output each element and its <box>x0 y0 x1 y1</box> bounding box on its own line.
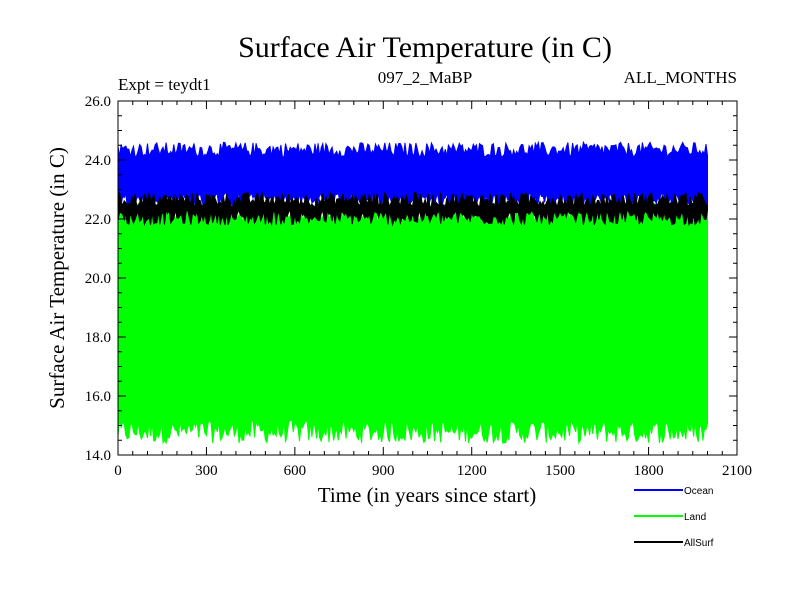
plot-series <box>117 140 708 445</box>
legend-item-ocean: Ocean <box>634 486 713 497</box>
y-tick-label: 26.0 <box>85 94 111 110</box>
x-axis-label: Time (in years since start) <box>318 483 537 507</box>
legend-item-land: Land <box>634 512 706 523</box>
y-tick-label: 18.0 <box>85 330 111 346</box>
x-tick-label: 1800 <box>634 463 664 479</box>
legend-label: Land <box>684 512 706 523</box>
x-tick-label: 300 <box>195 463 218 479</box>
x-tick-label: 900 <box>372 463 395 479</box>
legend: Ocean Land AllSurf <box>634 486 714 549</box>
legend-label: Ocean <box>684 486 713 497</box>
series-allsurf <box>117 190 708 227</box>
x-tick-labels: 0 300 600 900 1200 1500 1800 2100 <box>114 463 752 479</box>
legend-item-allsurf: AllSurf <box>634 538 714 549</box>
x-tick-label: 600 <box>284 463 307 479</box>
experiment-label: Expt = teydt1 <box>118 75 211 94</box>
x-tick-label: 1500 <box>545 463 575 479</box>
axes <box>117 100 738 456</box>
x-tick-label: 0 <box>114 463 122 479</box>
x-tick-label: 1200 <box>457 463 487 479</box>
subtitle-center: 097_2_MaBP <box>378 68 472 87</box>
legend-label: AllSurf <box>684 538 714 549</box>
y-tick-label: 16.0 <box>85 389 111 405</box>
subtitle-right: ALL_MONTHS <box>624 68 737 87</box>
series-land <box>117 199 708 445</box>
y-tick-label: 24.0 <box>85 153 111 169</box>
y-tick-labels: 14.0 16.0 18.0 20.0 22.0 24.0 26.0 <box>85 94 111 464</box>
y-axis-label: Surface Air Temperature (in C) <box>45 147 69 409</box>
y-tick-label: 20.0 <box>85 271 111 287</box>
chart-title: Surface Air Temperature (in C) <box>238 31 612 64</box>
y-tick-label: 14.0 <box>85 448 111 464</box>
y-tick-label: 22.0 <box>85 212 111 228</box>
x-tick-label: 2100 <box>722 463 752 479</box>
